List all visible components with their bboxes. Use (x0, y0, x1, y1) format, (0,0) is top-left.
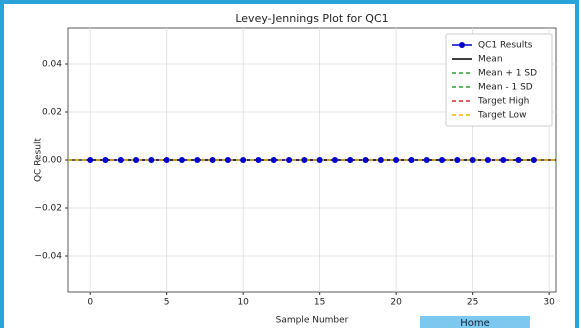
data-point (163, 157, 170, 163)
data-point (224, 157, 231, 163)
data-point (500, 157, 507, 163)
legend-box (445, 33, 553, 127)
data-point (439, 157, 446, 163)
data-point (270, 157, 277, 163)
y-tick-label: 0.02 (42, 108, 62, 118)
data-point (301, 157, 308, 163)
x-tick-label: 10 (237, 298, 249, 308)
data-point (240, 157, 247, 163)
data-point (209, 157, 216, 163)
legend-marker (459, 42, 465, 48)
data-point (484, 157, 491, 163)
data-point (515, 157, 522, 163)
data-point (133, 157, 140, 163)
x-tick-label: 20 (390, 298, 402, 308)
data-point (530, 157, 537, 163)
data-point (423, 157, 430, 163)
legend-label: Mean - 1 SD (478, 83, 533, 93)
data-point (347, 157, 354, 163)
x-tick-label: 25 (467, 298, 478, 308)
data-point (148, 157, 155, 163)
legend-label: Mean + 1 SD (478, 69, 537, 79)
chart-title: Levey-Jennings Plot for QC1 (235, 12, 388, 25)
data-point (87, 157, 94, 163)
data-point (331, 157, 338, 163)
y-tick-label: −0.04 (34, 252, 62, 262)
data-point (117, 157, 124, 163)
x-tick-label: 15 (314, 298, 325, 308)
home-button[interactable]: Home (420, 316, 530, 328)
legend-label: QC1 Results (478, 41, 533, 51)
data-point (178, 157, 185, 163)
data-point (408, 157, 415, 163)
data-point (194, 157, 201, 163)
data-point (102, 157, 109, 163)
data-point (454, 157, 461, 163)
x-tick-label: 5 (164, 298, 170, 308)
y-tick-label: 0.00 (42, 156, 62, 166)
data-point (377, 157, 384, 163)
x-axis-label: Sample Number (276, 316, 349, 326)
data-point (255, 157, 262, 163)
legend-label: Mean (478, 55, 503, 65)
data-point (393, 157, 400, 163)
y-tick-label: 0.04 (42, 60, 62, 70)
data-point (469, 157, 476, 163)
x-tick-label: 0 (87, 298, 93, 308)
data-point (316, 157, 323, 163)
y-tick-label: −0.02 (34, 204, 62, 214)
data-point (362, 157, 369, 163)
x-tick-label: 30 (543, 298, 555, 308)
legend-label: Target Low (477, 111, 526, 121)
legend-label: Target High (477, 97, 529, 107)
y-axis-label: QC Result (34, 138, 44, 183)
data-point (286, 157, 293, 163)
